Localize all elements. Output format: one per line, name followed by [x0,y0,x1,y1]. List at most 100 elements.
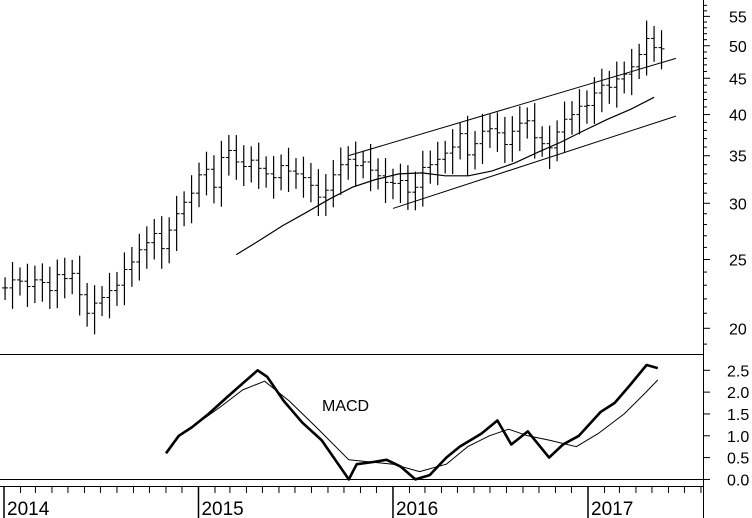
price-bar [561,101,568,153]
y-tick-label: 50 [729,39,747,56]
price-bar [188,175,195,224]
price-bar [218,140,225,207]
price-bar [591,77,598,124]
price-bar [270,155,277,199]
x-tick-label: 2016 [396,499,438,518]
price-bar [76,255,83,316]
indicator-label: MACD [322,398,369,415]
price-panel [2,20,677,335]
price-bar [99,286,106,317]
price-bar [494,112,501,152]
price-bar [278,154,285,191]
price-bar [203,151,210,196]
price-bar [613,61,620,108]
price-bar [196,162,203,208]
y-tick-label: 45 [729,71,747,88]
price-bar [457,122,464,160]
macd-y-tick-label: 2.0 [727,385,749,402]
macd-line [164,363,659,481]
price-bar [31,265,38,304]
signal-line [191,379,659,473]
price-bar [382,158,389,204]
y-tick-label: 55 [729,9,747,26]
price-bar [367,144,374,192]
price-bar [583,90,590,124]
price-bar [412,171,419,211]
price-bar [143,226,150,269]
price-bar [628,48,635,96]
macd-y-tick-label: 1.0 [727,429,749,446]
price-bar [442,140,449,174]
price-bar [24,263,31,307]
price-bar [121,252,128,306]
price-bar [91,285,98,335]
moving-average-line [235,96,655,256]
price-bar [427,150,434,184]
price-bar [69,259,76,295]
price-bar [389,168,396,200]
price-bar [54,259,61,309]
price-bar [464,115,471,176]
price-bar [509,116,516,162]
y-tick-label: 25 [729,252,747,269]
price-bar [181,191,188,227]
price-bar [419,150,426,207]
price-bar [240,145,247,187]
price-bar [524,107,531,139]
price-bar [486,114,493,148]
price-bar [263,156,270,188]
price-bar [352,141,359,187]
price-bar [337,147,344,195]
price-bar [39,263,46,302]
price-bar [651,26,658,62]
x-tick-label: 2015 [201,499,243,518]
price-bar [434,141,441,186]
price-bar [225,134,232,176]
price-bar [598,68,605,113]
price-bar [643,20,650,76]
price-bar [255,142,262,189]
price-bar [84,283,91,327]
price-bar [293,158,299,189]
price-bar [285,147,292,192]
price-bar [9,261,16,309]
price-bar [106,272,113,319]
price-bar [322,174,329,216]
price-bar [136,233,143,281]
price-bar [315,169,322,217]
price-bar [330,160,337,208]
price-bar [16,267,23,296]
price-bar [300,156,307,198]
y-tick-label: 20 [729,321,747,338]
price-bar [61,257,68,299]
price-bar [539,126,546,157]
price-bar [2,277,9,300]
price-bar [128,247,135,287]
price-bar [449,129,456,175]
channel-line [348,57,677,157]
price-bar [397,163,404,204]
macd-y-tick-label: 1.5 [727,407,749,424]
price-bar [307,162,314,203]
price-bar [173,195,180,252]
price-bar [248,146,255,183]
price-bar [472,130,479,170]
y-tick-label: 30 [729,196,747,213]
macd-y-tick-label: 2.5 [727,363,749,380]
price-bar [606,70,613,104]
price-bar [158,216,165,269]
price-bar [501,116,508,164]
price-bar [113,271,120,306]
price-bar [166,217,173,264]
price-bar [576,89,583,135]
price-bar [46,266,53,309]
price-bar [360,150,367,179]
price-bar [569,101,576,135]
price-bar [404,165,411,210]
price-bar [345,146,352,180]
macd-panel [164,363,659,481]
price-bar [621,61,628,94]
price-bar [531,103,538,159]
